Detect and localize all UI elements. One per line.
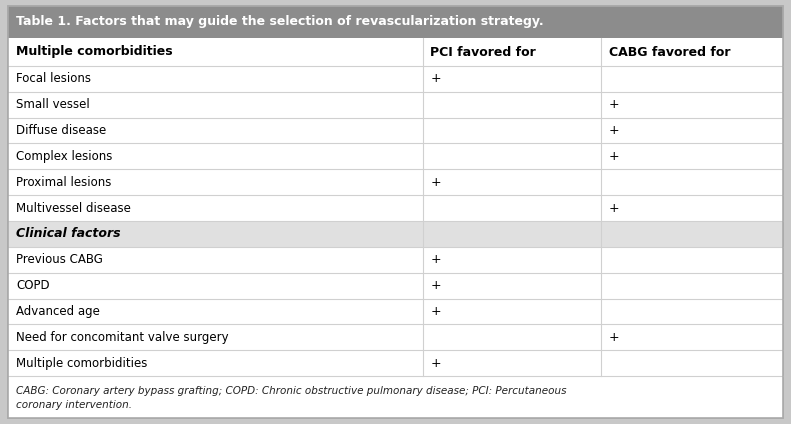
Text: +: + xyxy=(608,150,619,163)
Bar xyxy=(8,6,783,38)
Text: +: + xyxy=(430,357,441,370)
Bar xyxy=(8,195,783,221)
Text: Proximal lesions: Proximal lesions xyxy=(16,176,112,189)
Bar xyxy=(8,169,783,195)
Text: Multivessel disease: Multivessel disease xyxy=(16,201,131,215)
Text: +: + xyxy=(430,73,441,85)
Text: Focal lesions: Focal lesions xyxy=(16,73,91,85)
Bar xyxy=(8,143,783,169)
Bar xyxy=(8,350,783,376)
Bar xyxy=(8,376,783,418)
Text: Multiple comorbidities: Multiple comorbidities xyxy=(16,357,147,370)
Bar xyxy=(8,66,783,92)
Text: Multiple comorbidities: Multiple comorbidities xyxy=(16,45,172,59)
Text: +: + xyxy=(430,253,441,266)
Text: Previous CABG: Previous CABG xyxy=(16,253,103,266)
Text: CABG favored for: CABG favored for xyxy=(608,45,730,59)
Bar xyxy=(8,221,783,247)
Text: PCI favored for: PCI favored for xyxy=(430,45,536,59)
Bar xyxy=(8,273,783,298)
Text: +: + xyxy=(608,124,619,137)
Text: Clinical factors: Clinical factors xyxy=(16,227,120,240)
Text: +: + xyxy=(430,176,441,189)
Text: Table 1. Factors that may guide the selection of revascularization strategy.: Table 1. Factors that may guide the sele… xyxy=(16,16,543,28)
Text: +: + xyxy=(608,331,619,344)
Bar xyxy=(8,324,783,350)
Text: Diffuse disease: Diffuse disease xyxy=(16,124,106,137)
Text: +: + xyxy=(608,98,619,111)
Text: CABG: Coronary artery bypass grafting; COPD: Chronic obstructive pulmonary disea: CABG: Coronary artery bypass grafting; C… xyxy=(16,386,566,396)
Bar xyxy=(8,92,783,118)
Text: COPD: COPD xyxy=(16,279,50,292)
Bar xyxy=(8,298,783,324)
Text: +: + xyxy=(608,201,619,215)
Bar xyxy=(8,118,783,143)
Text: Complex lesions: Complex lesions xyxy=(16,150,112,163)
Text: +: + xyxy=(430,279,441,292)
Bar xyxy=(8,247,783,273)
Text: Advanced age: Advanced age xyxy=(16,305,100,318)
Text: Need for concomitant valve surgery: Need for concomitant valve surgery xyxy=(16,331,229,344)
Text: coronary intervention.: coronary intervention. xyxy=(16,400,132,410)
Text: +: + xyxy=(430,305,441,318)
Text: Small vessel: Small vessel xyxy=(16,98,89,111)
Bar xyxy=(8,38,783,66)
